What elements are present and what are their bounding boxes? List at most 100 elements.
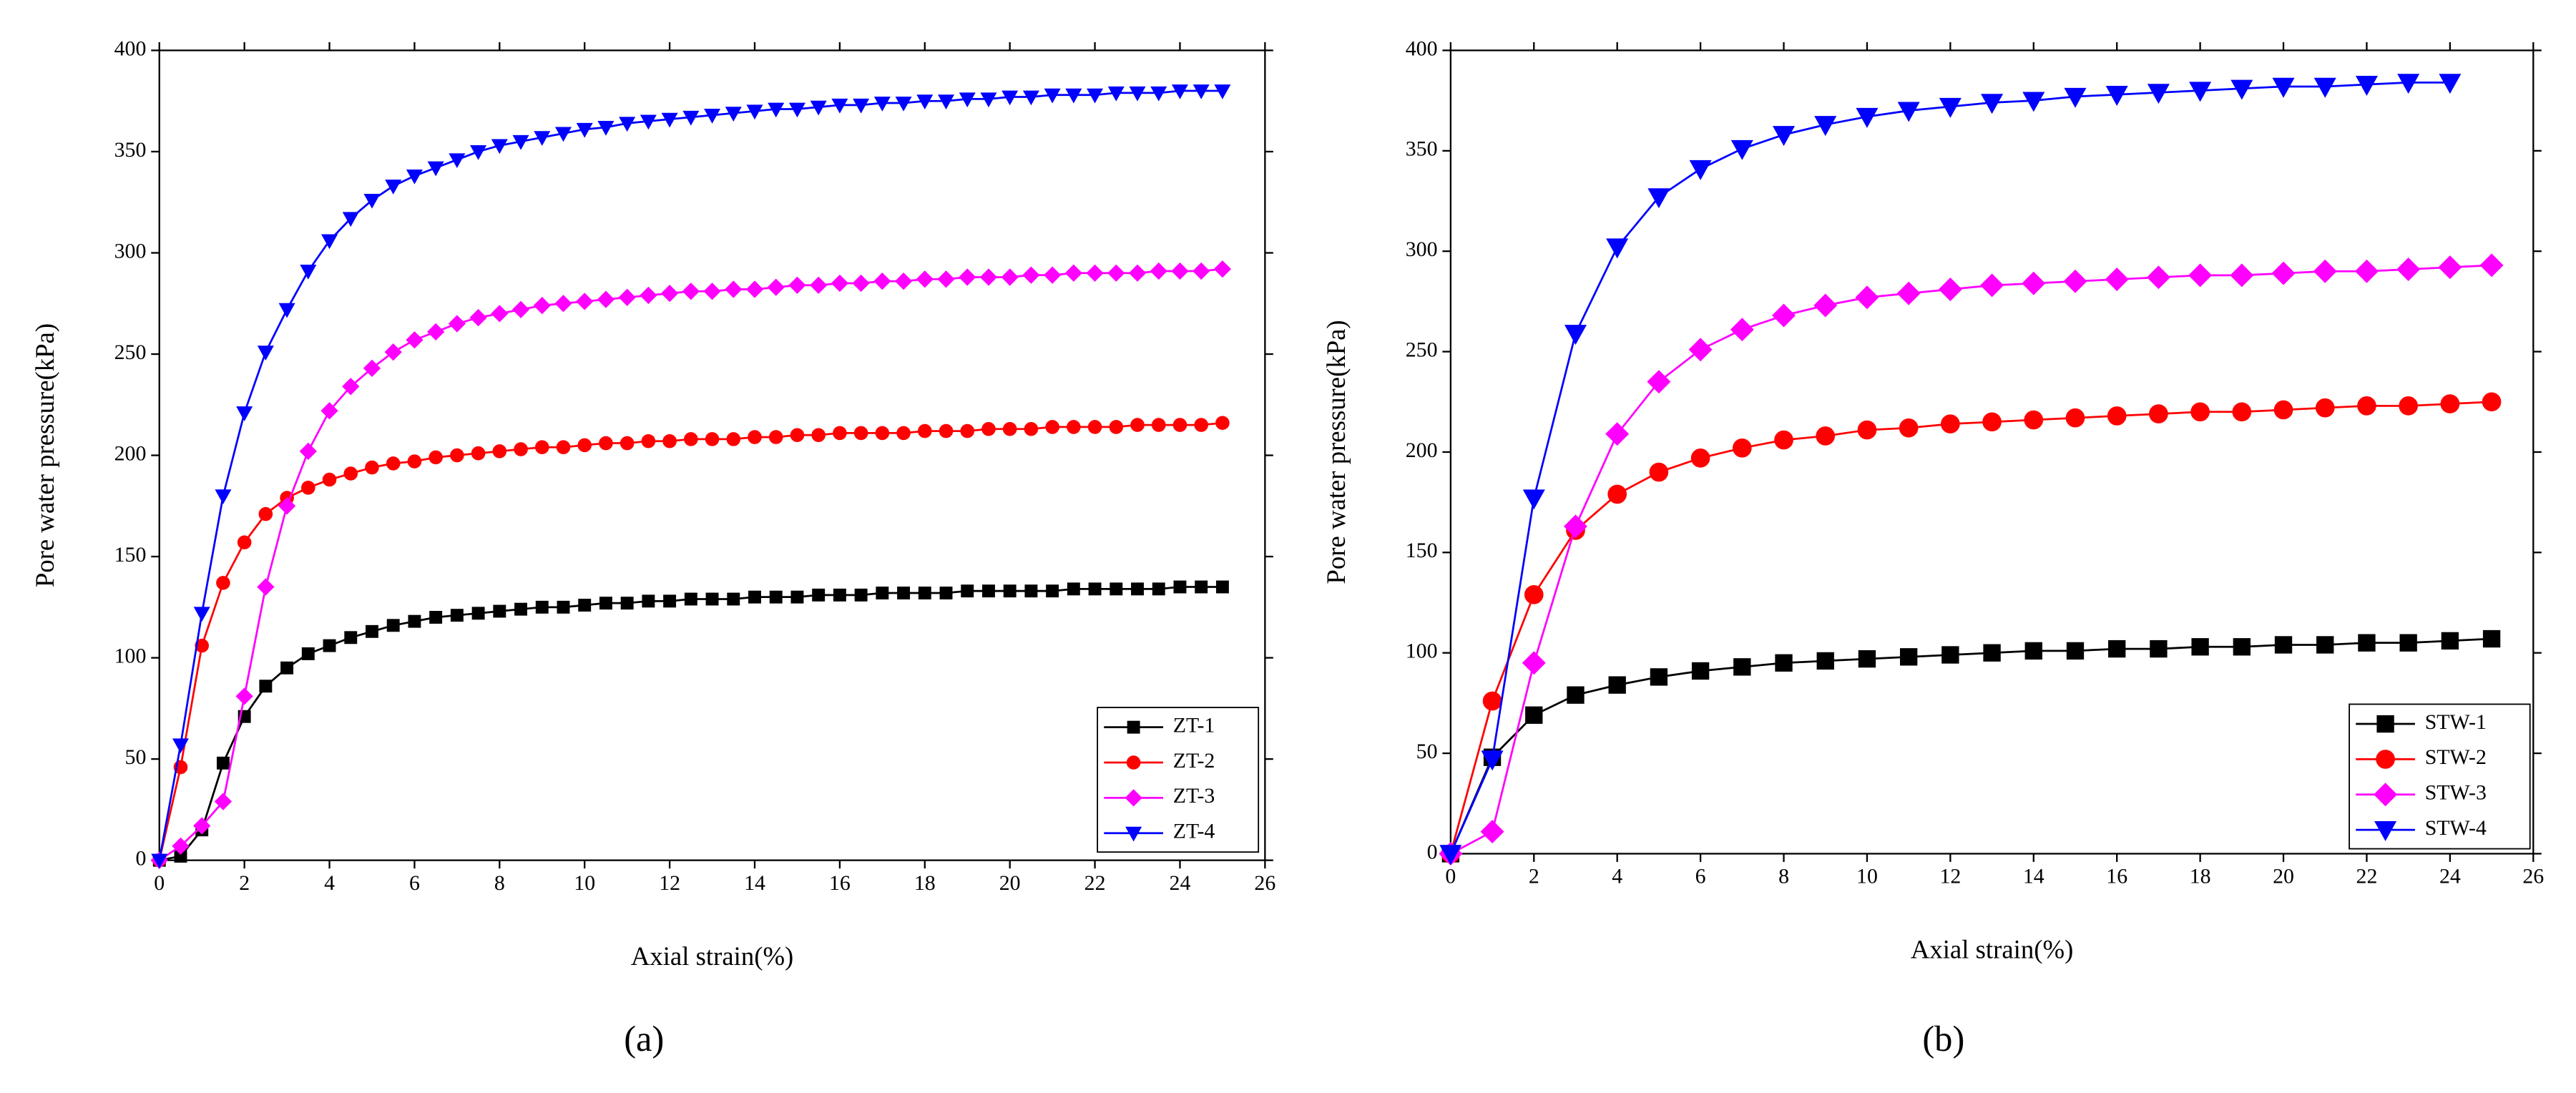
marker — [684, 432, 698, 446]
x-tick-label: 20 — [2273, 865, 2294, 888]
y-tick-label: 100 — [114, 644, 147, 667]
marker — [386, 619, 400, 632]
marker — [1107, 264, 1125, 282]
marker — [1130, 418, 1145, 432]
marker — [1525, 706, 1543, 724]
marker — [1152, 582, 1165, 596]
chart: 0 2 4 6 8 10 12 14 16 18 20 22 24 2605010015020025030… — [30, 36, 1275, 1059]
marker — [1215, 580, 1229, 594]
marker — [1482, 691, 1502, 711]
marker — [2230, 263, 2254, 288]
marker — [1173, 580, 1187, 594]
marker — [342, 212, 359, 227]
marker — [2022, 92, 2045, 112]
marker — [768, 102, 785, 118]
marker — [427, 323, 445, 341]
marker — [2482, 629, 2501, 648]
y-tick-label: 400 — [114, 36, 147, 60]
x-tick-label: 2 — [239, 871, 250, 895]
marker — [2274, 636, 2293, 654]
marker — [1065, 88, 1082, 104]
marker — [1773, 126, 1796, 147]
marker — [406, 169, 423, 185]
marker — [2399, 634, 2417, 652]
marker — [705, 432, 720, 446]
x-tick-label: 6 — [409, 871, 420, 895]
x-tick-label: 14 — [744, 871, 765, 895]
y-tick-label: 100 — [1406, 639, 1438, 663]
marker — [1192, 84, 1210, 99]
marker — [1150, 262, 1167, 280]
y-tick-label: 50 — [125, 745, 147, 769]
marker — [449, 153, 466, 169]
marker — [1941, 414, 1960, 433]
marker — [2107, 406, 2127, 426]
marker — [597, 121, 614, 136]
marker — [2189, 82, 2212, 102]
legend-label: ZT-3 — [1173, 784, 1215, 808]
marker — [2105, 86, 2128, 106]
marker — [896, 426, 911, 441]
marker — [1214, 84, 1231, 99]
marker — [599, 597, 612, 610]
marker — [960, 423, 975, 438]
marker — [2190, 402, 2210, 422]
marker — [1897, 102, 1920, 122]
marker — [1481, 750, 1504, 771]
marker — [918, 587, 931, 599]
x-tick-label: 4 — [324, 871, 335, 895]
marker — [193, 817, 211, 835]
marker — [767, 278, 785, 296]
x-tick-label: 12 — [659, 871, 680, 895]
legend-marker — [2374, 783, 2398, 807]
marker — [1067, 582, 1080, 596]
marker — [2065, 408, 2085, 428]
marker — [301, 647, 315, 660]
y-tick-label: 400 — [1406, 36, 1438, 60]
marker — [301, 481, 315, 495]
marker — [640, 114, 657, 130]
marker — [894, 272, 913, 290]
chart: 0 2 4 6 8 10 12 14 16 18 20 22 24 2605010015020025030… — [1321, 36, 2544, 1059]
marker — [1813, 293, 1838, 318]
marker — [2441, 632, 2459, 650]
marker — [363, 359, 381, 377]
marker — [321, 234, 338, 250]
marker — [2146, 265, 2170, 290]
marker — [365, 460, 379, 475]
marker — [1814, 116, 1837, 137]
marker — [216, 576, 230, 590]
marker — [300, 265, 317, 280]
x-tick-label: 24 — [1170, 871, 1191, 895]
marker — [1022, 90, 1039, 106]
x-tick-label: 10 — [1856, 865, 1878, 888]
marker — [746, 104, 763, 120]
y-tick-label: 350 — [114, 138, 147, 162]
series-line — [1449, 401, 2492, 854]
marker — [1650, 668, 1668, 686]
legend-marker — [1126, 755, 1141, 770]
marker — [1064, 264, 1082, 282]
marker — [259, 680, 273, 693]
marker — [854, 588, 868, 602]
marker — [2272, 77, 2295, 98]
marker — [2315, 398, 2335, 418]
series-line — [159, 268, 1223, 861]
marker — [812, 588, 826, 602]
x-tick-label: 14 — [2023, 865, 2044, 888]
marker — [1605, 422, 1630, 446]
marker — [1816, 652, 1834, 670]
marker — [1775, 654, 1793, 672]
series-line — [1449, 81, 2450, 855]
marker — [535, 600, 549, 614]
marker — [1192, 262, 1210, 280]
marker — [1194, 418, 1208, 432]
marker — [1439, 845, 1462, 866]
marker — [918, 423, 932, 438]
marker — [831, 274, 849, 293]
marker — [705, 592, 719, 606]
x-tick-label: 18 — [2190, 865, 2211, 888]
x-tick-label: 4 — [1612, 865, 1622, 888]
marker — [597, 290, 615, 308]
y-tick-label: 150 — [114, 543, 147, 567]
